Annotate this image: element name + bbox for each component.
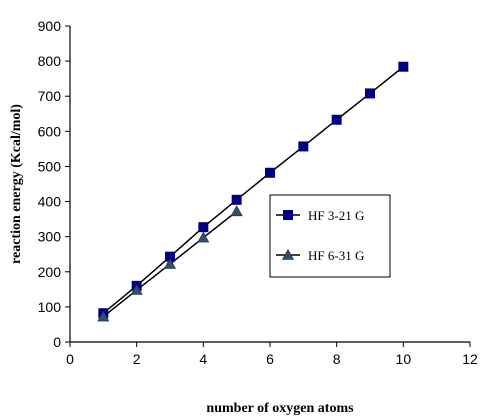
- y-tick-label: 500: [38, 158, 62, 174]
- y-ticks: 0 100 200 300 400 500 600 700 800 900: [38, 18, 70, 350]
- y-tick-label: 200: [38, 264, 62, 280]
- legend: HF 3-21 G HF 6-31 G: [269, 194, 391, 278]
- legend-label: HF 6-31 G: [308, 248, 364, 263]
- x-tick-label: 12: [462, 351, 478, 367]
- data-point-series-2: [163, 257, 177, 269]
- data-point-series-1: [231, 194, 242, 205]
- x-tick-label: 0: [66, 351, 74, 367]
- data-point-series-1: [398, 61, 409, 72]
- data-point-series-1: [365, 88, 375, 99]
- y-axis-title: reaction energy (Kcal/mol): [9, 104, 24, 264]
- x-tick-label: 2: [133, 351, 141, 367]
- y-tick-label: 0: [53, 334, 61, 350]
- data-point-series-2: [130, 283, 143, 295]
- legend-marker: [283, 210, 293, 220]
- x-tick-label: 4: [199, 351, 207, 367]
- y-tick-label: 300: [38, 229, 62, 245]
- legend-items: HF 3-21 G HF 6-31 G: [276, 208, 364, 263]
- x-ticks: 0 2 4 6 8 10 12: [66, 342, 478, 367]
- data-point-series-1: [298, 141, 309, 152]
- series-layer: [97, 61, 409, 322]
- y-tick-label: 400: [38, 194, 62, 210]
- x-axis-title: number of oxygen atoms: [206, 401, 354, 416]
- y-tick-label: 600: [38, 123, 62, 139]
- legend-label: HF 3-21 G: [308, 208, 364, 223]
- data-point-series-2: [197, 231, 210, 243]
- series-line-1: [102, 66, 404, 314]
- y-tick-label: 800: [38, 53, 62, 69]
- y-tick-label: 900: [38, 18, 62, 34]
- data-point-series-2: [97, 310, 110, 322]
- y-tick-label: 700: [38, 88, 62, 104]
- data-point-series-1: [198, 222, 209, 233]
- x-tick-label: 8: [333, 351, 341, 367]
- data-point-series-1: [265, 167, 275, 178]
- legend-box: [269, 194, 391, 278]
- x-tick-label: 10: [396, 351, 412, 367]
- x-tick-label: 6: [266, 351, 274, 367]
- y-tick-label: 100: [38, 299, 62, 315]
- data-point-series-1: [331, 114, 342, 125]
- data-point-series-2: [230, 205, 243, 217]
- legend-marker: [281, 248, 295, 260]
